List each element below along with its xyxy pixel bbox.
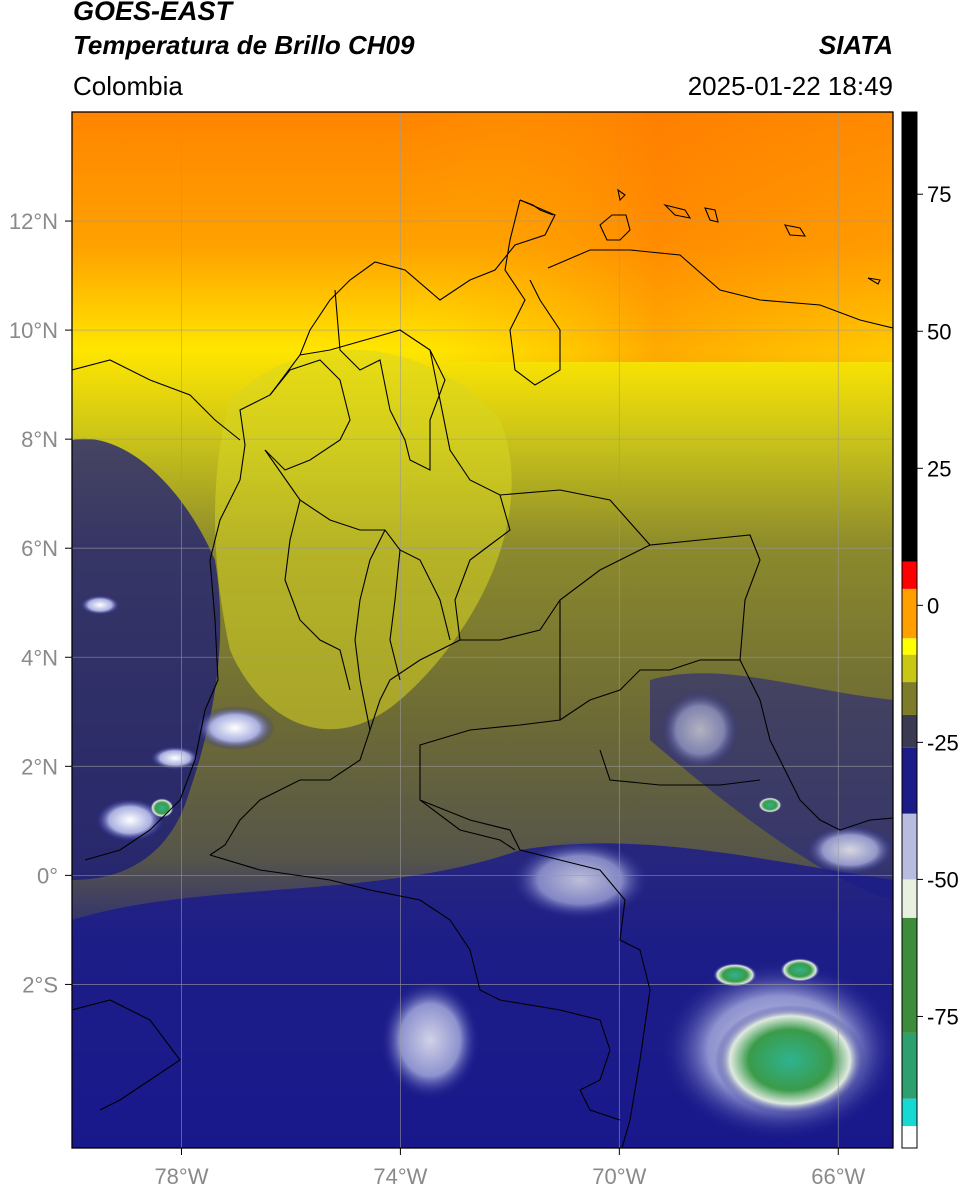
satellite-imagery xyxy=(72,112,893,1148)
colorbar-segment xyxy=(902,654,917,683)
colorbar-tick-label: -50 xyxy=(927,867,959,892)
lat-tick-label: 6°N xyxy=(21,536,58,561)
colorbar-tick-label: -25 xyxy=(927,730,959,755)
lat-tick-label: 10°N xyxy=(9,318,58,343)
lat-tick-label: 12°N xyxy=(9,209,58,234)
colorbar-segment xyxy=(902,917,917,1033)
lon-tick-label: 78°W xyxy=(154,1164,208,1189)
colorbar-segment xyxy=(902,638,917,655)
colorbar-tick-label: 75 xyxy=(927,182,951,207)
colorbar-tick-label: -75 xyxy=(927,1004,959,1029)
colorbar-segment xyxy=(902,112,917,562)
colorbar-segment xyxy=(902,682,917,715)
colorbar-segment xyxy=(902,714,917,748)
title-product: Temperatura de Brillo CH09 xyxy=(73,30,415,60)
latitude-axis: 12°N 10°N 8°N 6°N 4°N 2°N 0° 2°S xyxy=(9,209,72,997)
colorbar-segment xyxy=(902,1098,917,1127)
lat-tick-label: 2°S xyxy=(22,972,58,997)
colorbar-segment xyxy=(902,561,917,589)
colorbar-segment xyxy=(902,588,917,639)
map-frame xyxy=(71,111,894,1149)
lon-tick-label: 70°W xyxy=(592,1164,646,1189)
colorbar-segment xyxy=(902,747,917,814)
lon-tick-label: 66°W xyxy=(811,1164,865,1189)
colorbar-tick-label: 50 xyxy=(927,319,951,344)
graticule xyxy=(72,112,893,1148)
subtitle-datetime: 2025-01-22 18:49 xyxy=(687,71,893,101)
colorbar: 75 50 25 0 -25 -50 -75 xyxy=(901,111,959,1149)
colorbar-segment xyxy=(902,813,917,880)
longitude-axis: 78°W 74°W 70°W 66°W xyxy=(154,1148,866,1189)
colorbar-frame xyxy=(901,111,918,1149)
subtitle-region: Colombia xyxy=(73,71,183,101)
colorbar-segment xyxy=(902,1032,917,1099)
lat-tick-label: 2°N xyxy=(21,754,58,779)
lat-tick-label: 4°N xyxy=(21,645,58,670)
lat-tick-label: 8°N xyxy=(21,427,58,452)
colorbar-segment xyxy=(902,1126,917,1148)
title-satellite: GOES-EAST xyxy=(73,0,233,26)
title-org: SIATA xyxy=(818,30,893,60)
colorbar-tick-label: 0 xyxy=(927,593,939,618)
lat-tick-label: 0° xyxy=(37,863,58,888)
colorbar-segment xyxy=(902,879,917,918)
coastlines-borders xyxy=(72,188,893,1148)
colorbar-tick-label: 25 xyxy=(927,456,951,481)
lon-tick-label: 74°W xyxy=(373,1164,427,1189)
